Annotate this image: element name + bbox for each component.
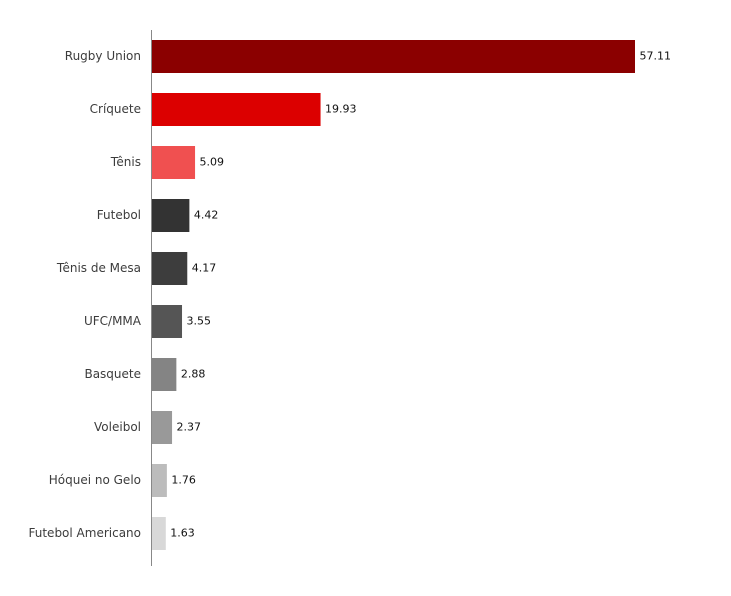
value-label-criquete: 19.93 bbox=[325, 103, 357, 116]
category-label-tenis-de-mesa: Tênis de Mesa bbox=[56, 261, 141, 275]
value-label-tenis-de-mesa: 4.17 bbox=[192, 262, 217, 275]
category-label-hoquei-no-gelo: Hóquei no Gelo bbox=[49, 473, 141, 487]
category-label-criquete: Críquete bbox=[90, 102, 141, 116]
labels-layer: Rugby Union 57.11 Críquete 19.93 Tênis 5.09 Fu… bbox=[29, 49, 672, 540]
category-label-ufc-mma: UFC/MMA bbox=[84, 314, 142, 328]
category-label-futebol: Futebol bbox=[97, 208, 141, 222]
value-label-voleibol: 2.37 bbox=[177, 421, 202, 434]
bar-ufc-mma bbox=[152, 305, 183, 338]
value-label-tenis: 5.09 bbox=[200, 156, 225, 169]
value-label-futebol: 4.42 bbox=[194, 209, 219, 222]
value-label-futebol-americano: 1.63 bbox=[170, 527, 195, 540]
value-label-hoquei-no-gelo: 1.76 bbox=[171, 474, 196, 487]
value-label-ufc-mma: 3.55 bbox=[187, 315, 212, 328]
bar-hoquei-no-gelo bbox=[152, 464, 167, 497]
bar-futebol-americano bbox=[152, 517, 166, 550]
bar-futebol bbox=[152, 199, 190, 232]
category-label-futebol-americano: Futebol Americano bbox=[29, 526, 142, 540]
bar-rugby-union bbox=[152, 40, 635, 73]
bar-criquete bbox=[152, 93, 321, 126]
category-label-voleibol: Voleibol bbox=[94, 420, 141, 434]
bars-layer bbox=[152, 40, 635, 550]
category-label-tenis: Tênis bbox=[110, 155, 141, 169]
bar-tenis bbox=[152, 146, 196, 179]
category-label-basquete: Basquete bbox=[84, 367, 141, 381]
bar-basquete bbox=[152, 358, 177, 391]
value-label-basquete: 2.88 bbox=[181, 368, 206, 381]
bar-voleibol bbox=[152, 411, 173, 444]
category-label-rugby-union: Rugby Union bbox=[65, 49, 141, 63]
bar-tenis-de-mesa bbox=[152, 252, 188, 285]
value-label-rugby-union: 57.11 bbox=[640, 50, 672, 63]
